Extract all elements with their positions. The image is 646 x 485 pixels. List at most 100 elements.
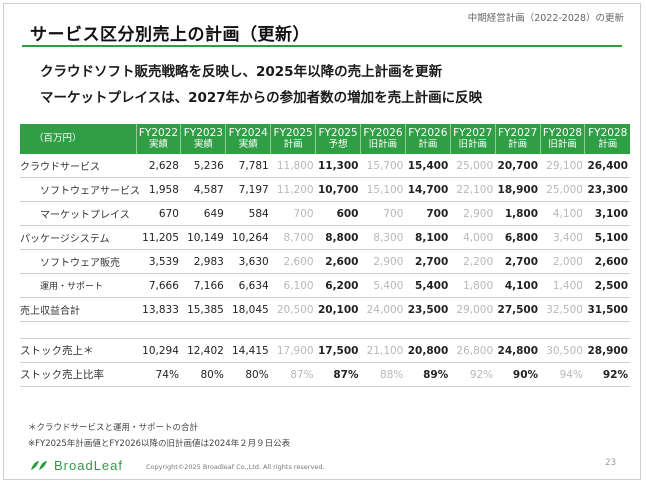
table-cell: 26,400 bbox=[584, 154, 630, 178]
table-cell: 89% bbox=[405, 362, 451, 387]
table-cell: 4,100 bbox=[495, 273, 541, 298]
column-header: FY2023 実績 bbox=[180, 124, 226, 154]
table-cell: 20,100 bbox=[315, 297, 361, 322]
table-cell: 30,500 bbox=[540, 338, 585, 363]
column-kind: 旧計画 bbox=[548, 139, 577, 150]
column-year: FY2025 bbox=[318, 127, 358, 139]
table-cell: 18,045 bbox=[225, 297, 271, 322]
column-header: FY2027 計画 bbox=[494, 124, 541, 154]
table-cell: 10,264 bbox=[225, 225, 271, 250]
brand-name: BroadLeaf bbox=[54, 458, 123, 473]
table-cell: 7,781 bbox=[225, 154, 271, 178]
table-cell: 29,000 bbox=[450, 297, 496, 322]
table-cell: 8,300 bbox=[360, 225, 406, 250]
table-cell: 5,236 bbox=[180, 154, 226, 178]
column-year: FY2022 bbox=[138, 127, 179, 139]
table-cell: 2,900 bbox=[360, 249, 406, 274]
table-cell: 5,100 bbox=[584, 225, 630, 250]
table-cell: 3,539 bbox=[136, 249, 181, 274]
table-cell: 87% bbox=[315, 362, 361, 387]
table-body: クラウドサービス 2,628 5,236 7,781 11,800 11,300 15,70… bbox=[20, 154, 630, 387]
table-cell: 4,000 bbox=[450, 225, 496, 250]
row-label: ストック売上＊ bbox=[20, 338, 137, 363]
table-cell: 28,900 bbox=[584, 338, 630, 363]
column-header: FY2028 計画 bbox=[584, 124, 630, 154]
column-kind: 計画 bbox=[508, 139, 528, 150]
table-cell: 74% bbox=[136, 362, 181, 387]
table-cell: 7,197 bbox=[225, 177, 271, 202]
brand-logo: BroadLeaf bbox=[30, 458, 123, 473]
column-year: FY2027 bbox=[453, 127, 493, 139]
table-cell: 23,300 bbox=[584, 177, 630, 202]
row-label: パッケージシステム bbox=[20, 225, 137, 250]
table-cell: 31,500 bbox=[584, 297, 630, 322]
column-kind: 計画 bbox=[283, 139, 303, 150]
table-cell: 1,958 bbox=[136, 177, 181, 202]
column-year: FY2028 bbox=[588, 127, 628, 139]
table-cell: 2,900 bbox=[450, 201, 496, 226]
table-cell: 21,100 bbox=[360, 338, 406, 363]
table-cell: 27,500 bbox=[495, 297, 541, 322]
table-cell: 24,000 bbox=[360, 297, 406, 322]
table-cell: 1,800 bbox=[495, 201, 541, 226]
title-divider bbox=[22, 45, 622, 47]
table-cell: 18,900 bbox=[495, 177, 541, 202]
column-header: FY2025 予想 bbox=[315, 124, 361, 154]
table-cell: 15,400 bbox=[405, 154, 451, 178]
table-cell: 700 bbox=[360, 201, 406, 226]
table-cell: 20,700 bbox=[495, 154, 541, 178]
unit-label: （百万円） bbox=[20, 124, 137, 154]
footnote-stock: ＊クラウドサービスと運用・サポートの合計 bbox=[28, 423, 199, 433]
table-cell: 88% bbox=[360, 362, 406, 387]
table-row: ソフトウェアサービス 1,958 4,587 7,197 11,200 10,700 15,… bbox=[20, 177, 630, 202]
table-row: ストック売上＊ 10,294 12,402 14,415 17,900 17,500 21,… bbox=[20, 338, 630, 363]
table-cell: 10,149 bbox=[180, 225, 226, 250]
table-cell: 80% bbox=[225, 362, 271, 387]
column-header: FY2028 旧計画 bbox=[539, 124, 585, 154]
table-row: パッケージシステム 11,205 10,149 10,264 8,700 8,800 8,3… bbox=[20, 225, 630, 250]
table-cell: 3,630 bbox=[225, 249, 271, 274]
column-kind: 旧計画 bbox=[368, 139, 398, 150]
table-cell: 14,415 bbox=[225, 338, 271, 363]
table-cell: 80% bbox=[180, 362, 226, 387]
table-cell: 26,800 bbox=[450, 338, 496, 363]
column-kind: 計画 bbox=[418, 139, 438, 150]
copyright: Copyright©2025 Broadleaf Co.,Ltd. All ri… bbox=[146, 463, 325, 471]
table-cell: 584 bbox=[225, 201, 271, 226]
table-cell: 8,100 bbox=[405, 225, 451, 250]
table-cell: 2,983 bbox=[180, 249, 226, 274]
table-cell: 11,200 bbox=[270, 177, 316, 202]
column-kind: 旧計画 bbox=[458, 139, 487, 150]
table-cell: 17,900 bbox=[270, 338, 316, 363]
table-cell: 25,000 bbox=[450, 154, 496, 178]
table-row: ソフトウェア販売 3,539 2,983 3,630 2,600 2,600 2,900 2,… bbox=[20, 249, 630, 274]
table-cell: 10,294 bbox=[136, 338, 181, 363]
table-cell: 2,000 bbox=[540, 249, 585, 274]
table-cell: 2,700 bbox=[495, 249, 541, 274]
table-cell: 2,600 bbox=[584, 249, 630, 274]
table-cell: 22,100 bbox=[450, 177, 496, 202]
lead-line-2: マーケットプレイスは、2027年からの参加者数の増加を売上計画に反映 bbox=[40, 90, 483, 106]
table-cell: 11,205 bbox=[136, 225, 181, 250]
table-cell: 1,400 bbox=[540, 273, 585, 298]
table-cell: 2,200 bbox=[450, 249, 496, 274]
column-header: FY2024 実績 bbox=[225, 124, 271, 154]
table-cell: 29,100 bbox=[540, 154, 585, 178]
table-cell: 8,700 bbox=[270, 225, 316, 250]
table-cell: 2,628 bbox=[136, 154, 181, 178]
table-cell: 90% bbox=[495, 362, 541, 387]
column-year: FY2028 bbox=[542, 127, 583, 139]
row-label: 売上収益合計 bbox=[20, 297, 137, 322]
column-year: FY2024 bbox=[228, 127, 268, 139]
column-header: FY2026 旧計画 bbox=[359, 124, 406, 154]
table-cell: 7,666 bbox=[136, 273, 181, 298]
lead-line-1: クラウドソフト販売戦略を反映し、2025年以降の売上計画を更新 bbox=[40, 64, 443, 80]
table-cell: 15,385 bbox=[180, 297, 226, 322]
table-cell: 2,500 bbox=[584, 273, 630, 298]
row-label: ソフトウェアサービス bbox=[20, 177, 140, 202]
table-cell: 5,400 bbox=[405, 273, 451, 298]
table-cell: 92% bbox=[450, 362, 496, 387]
page-number: 23 bbox=[605, 458, 616, 468]
row-label: ソフトウェア販売 bbox=[20, 249, 137, 274]
table-cell: 11,300 bbox=[315, 154, 361, 178]
